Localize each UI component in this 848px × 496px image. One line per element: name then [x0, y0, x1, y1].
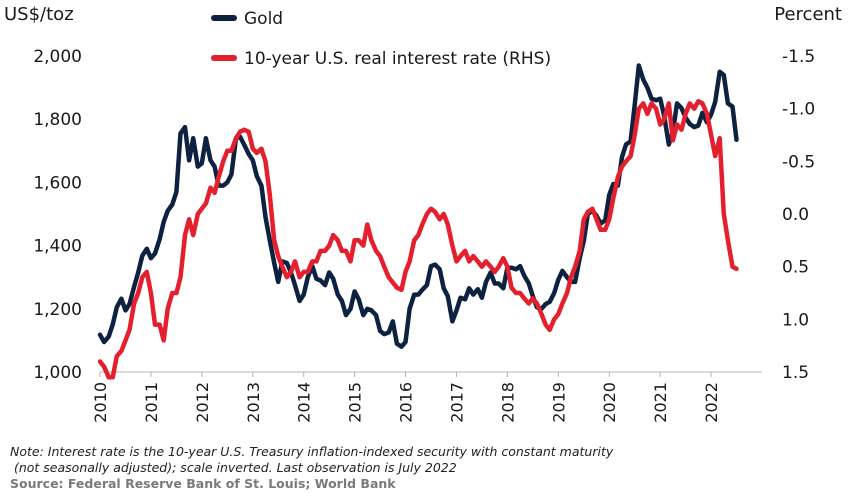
x-tick-label: 2016: [397, 382, 416, 423]
y-left-tick-label: 1,000: [33, 363, 82, 383]
x-tick-label: 2015: [346, 382, 365, 423]
y-right-tick-label: 1.0: [782, 310, 809, 330]
left-axis-title: US$/toz: [4, 4, 74, 25]
y-right-tick-label: 1.5: [782, 363, 809, 383]
y-right-tick-label: 0.5: [782, 258, 809, 278]
legend-label-gold: Gold: [244, 9, 283, 29]
x-tick-label: 2019: [549, 382, 568, 423]
gold-series-line: [97, 63, 739, 349]
x-tick-label: 2012: [193, 382, 212, 423]
y-right-tick-label: -1.5: [782, 47, 815, 67]
y-right-tick-label: 0.0: [782, 205, 809, 225]
x-tick-label: 2010: [91, 382, 110, 423]
note-line-2: (not seasonally adjusted); scale inverte…: [10, 460, 457, 475]
y-left-tick-label: 1,800: [33, 110, 82, 130]
x-tick-label: 2011: [142, 382, 161, 423]
x-tick-label: 2018: [498, 382, 517, 423]
y-left-tick-label: 1,400: [33, 237, 82, 257]
y-right-tick-label: -0.5: [782, 152, 815, 172]
x-tick-label: 2017: [447, 382, 466, 423]
x-tick-label: 2014: [295, 382, 314, 423]
note-line-1: Note: Interest rate is the 10-year U.S. …: [10, 444, 614, 459]
y-left-tick-label: 2,000: [33, 47, 82, 67]
legend-label-real-rate: 10-year U.S. real interest rate (RHS): [244, 49, 551, 69]
source-line: Source: Federal Reserve Bank of St. Loui…: [10, 476, 396, 491]
x-tick-label: 2013: [244, 382, 263, 423]
y-left-tick-label: 1,600: [33, 173, 82, 193]
x-tick-label: 2022: [702, 382, 721, 423]
y-right-tick-label: -1.0: [782, 100, 815, 120]
x-tick-label: 2020: [600, 382, 619, 423]
y-left-tick-label: 1,200: [33, 300, 82, 320]
right-axis-title: Percent: [774, 4, 842, 25]
real-rate-series-line: [97, 99, 739, 380]
x-tick-label: 2021: [651, 382, 670, 423]
